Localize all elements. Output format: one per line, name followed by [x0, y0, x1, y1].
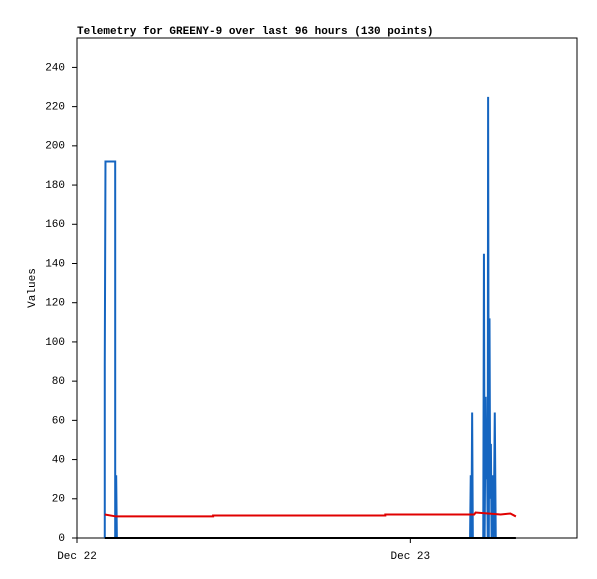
y-tick-label: 220: [45, 102, 65, 114]
x-tick-label: Dec 23: [391, 551, 431, 563]
chart-title: Telemetry for GREENY-9 over last 96 hour…: [77, 26, 433, 38]
y-tick-label: 80: [52, 376, 65, 388]
y-tick-label: 240: [45, 62, 65, 74]
y-tick-label: 40: [52, 454, 65, 466]
series-line: [103, 96, 497, 539]
series-line: [104, 511, 517, 518]
y-tick-label: 0: [58, 533, 65, 545]
y-tick-label: 160: [45, 219, 65, 231]
y-tick-label: 60: [52, 415, 65, 427]
y-tick-label: 200: [45, 141, 65, 153]
y-axis-label: Values: [27, 268, 39, 308]
plot-frame: [76, 37, 578, 539]
y-tick-label: 20: [52, 494, 65, 506]
y-tick-label: 120: [45, 298, 65, 310]
x-tick-label: Dec 22: [57, 551, 97, 563]
y-tick-label: 140: [45, 258, 65, 270]
y-tick-label: 180: [45, 180, 65, 192]
y-tick-label: 100: [45, 337, 65, 349]
